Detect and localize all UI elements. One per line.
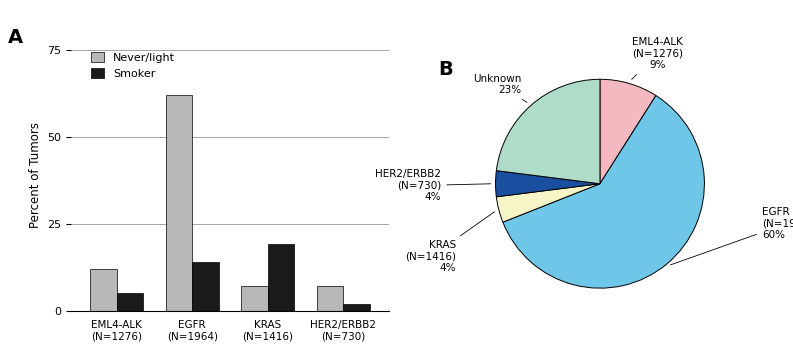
Bar <box>268 245 294 311</box>
Bar <box>317 286 343 311</box>
Wedge shape <box>496 79 600 184</box>
Wedge shape <box>496 171 600 197</box>
Legend: Never/light, Smoker: Never/light, Smoker <box>86 47 179 84</box>
Bar <box>90 269 117 311</box>
Bar <box>192 262 219 311</box>
Text: EGFR
(N=1964)
60%: EGFR (N=1964) 60% <box>671 207 793 265</box>
Y-axis label: Percent of Tumors: Percent of Tumors <box>29 122 42 228</box>
Text: HER2/ERBB2
(N=730)
4%: HER2/ERBB2 (N=730) 4% <box>375 169 491 202</box>
Text: Unknown
23%: Unknown 23% <box>473 74 527 102</box>
Text: EML4-ALK
(N=1276)
9%: EML4-ALK (N=1276) 9% <box>632 36 683 80</box>
Text: KRAS
(N=1416)
4%: KRAS (N=1416) 4% <box>405 212 495 273</box>
Bar <box>166 95 192 311</box>
Bar <box>117 293 143 311</box>
Wedge shape <box>600 79 656 184</box>
Wedge shape <box>496 184 600 222</box>
Wedge shape <box>503 96 704 288</box>
Text: B: B <box>438 60 453 80</box>
Text: A: A <box>8 29 23 47</box>
Bar <box>241 286 268 311</box>
Bar <box>343 304 370 311</box>
